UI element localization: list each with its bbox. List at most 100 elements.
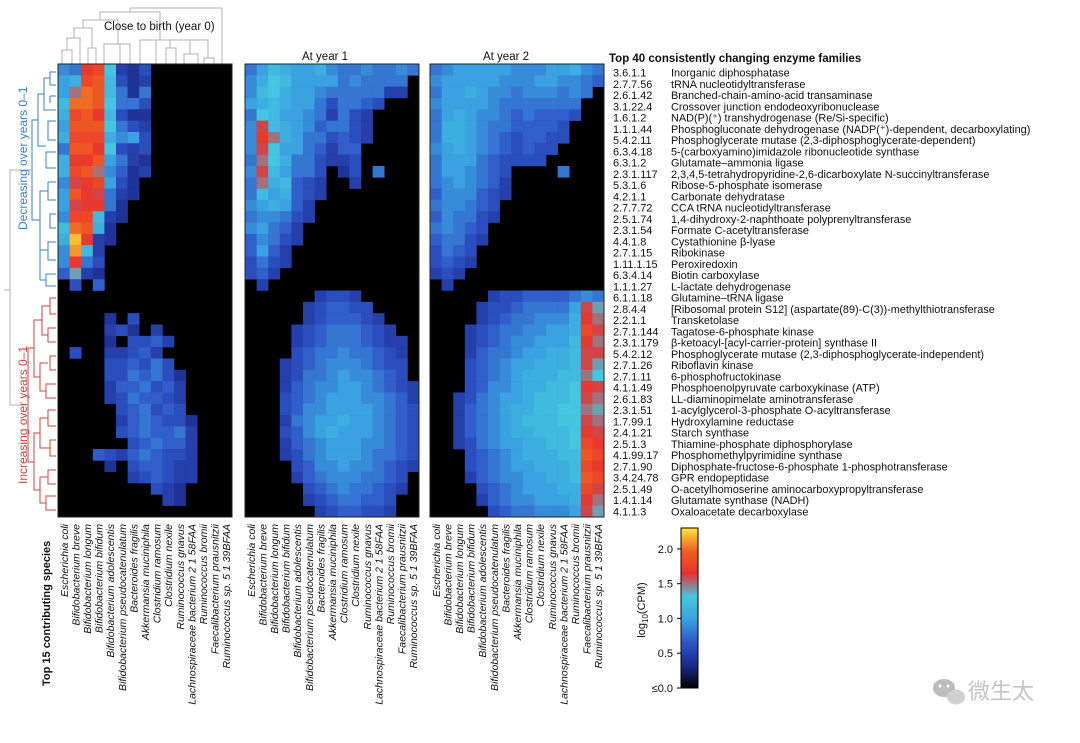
colorbar-tick-label: 2.0 [658, 544, 673, 556]
heatmap-cell [291, 392, 304, 405]
heatmap-cell [291, 222, 304, 235]
heatmap-cell [511, 403, 524, 416]
heatmap-cell [92, 131, 105, 144]
species-labels: Escherichia coli Bifidobacterium breve Bif… [59, 523, 605, 704]
heatmap-cell [557, 301, 570, 314]
heatmap-cell [546, 335, 558, 348]
heatmap-cell [522, 426, 535, 439]
colorbar-tick-label: 1.0 [658, 613, 673, 625]
heatmap-cell [372, 449, 385, 461]
heatmap-cell [337, 460, 350, 473]
heatmap-cell [116, 154, 128, 167]
heatmap-cell [58, 143, 70, 155]
heatmap-cell [464, 415, 477, 427]
heatmap-cell [361, 460, 373, 473]
heatmap-cell [499, 324, 512, 337]
heatmap-cell [511, 120, 524, 133]
panel-title-year2: At year 2 [483, 51, 529, 63]
heatmap-cell [81, 97, 94, 110]
species-label: Bifidobacterium adolescentis [105, 523, 117, 657]
heatmap-cell [314, 358, 327, 371]
heatmap-cell [69, 347, 82, 359]
heatmap-cell [488, 483, 500, 495]
heatmap-cell [499, 392, 512, 405]
heatmap-cell [314, 75, 327, 87]
species-label: Bacteroides fragilis [128, 523, 140, 612]
heatmap-cell [430, 165, 442, 178]
species-label: Bifidobacterium adolescentis [477, 523, 489, 657]
heatmap-cell [116, 347, 128, 359]
heatmap-cell [464, 165, 477, 178]
heatmap-cell [372, 324, 385, 337]
heatmap-cell [453, 120, 466, 133]
heatmap-cell [546, 290, 558, 303]
enzyme-code: 2.7.1.26 [613, 360, 652, 372]
heatmap-cell [511, 313, 524, 325]
heatmap-cell [395, 75, 408, 87]
heatmap-cell [384, 392, 397, 405]
heatmap-cell [580, 324, 593, 337]
heatmap-cell [499, 64, 512, 76]
heatmap-cell [372, 403, 385, 416]
heatmap-cell [256, 211, 269, 223]
heatmap-cell [314, 426, 327, 439]
heatmap-cell [511, 505, 524, 518]
heatmap-cell [116, 188, 128, 201]
heatmap-cell [464, 131, 477, 144]
heatmap-cell [522, 505, 535, 518]
enzyme-name: Glutamine–tRNA ligase [671, 293, 784, 305]
enzyme-name: Ribokinase [671, 248, 725, 260]
heatmap-cell [69, 120, 82, 133]
heatmap-cell [511, 471, 524, 484]
heatmap-cell [569, 460, 582, 473]
heatmap-cell [361, 86, 373, 99]
species-label: Ruminococcus sp. 5 1 39BFAA [408, 524, 420, 669]
heatmap-cell [139, 75, 152, 87]
species-label: Escherichia coli [59, 523, 71, 597]
heatmap-cell [291, 381, 304, 393]
heatmap-cell [139, 358, 152, 371]
heatmap-cell [303, 165, 315, 178]
heatmap-cell [337, 313, 350, 325]
heatmap-cell [534, 449, 547, 461]
enzyme-code: 2.3.1.54 [613, 225, 652, 237]
heatmap-cell [546, 505, 558, 518]
heatmap-cell [303, 324, 315, 337]
enzyme-name: Starch synthase [671, 428, 749, 440]
heatmap-cell [361, 109, 373, 121]
heatmap-cell [81, 86, 94, 99]
species-label: Ruminococcus bromii [570, 523, 582, 624]
heatmap-cell [245, 199, 257, 212]
enzyme-name: Thiamine-phosphate diphosphorylase [671, 439, 853, 451]
heatmap-cell [522, 483, 535, 495]
heatmap-cell [511, 494, 524, 506]
heatmap-cell [279, 222, 292, 235]
heatmap-cell [546, 381, 558, 393]
heatmap-cell [511, 75, 524, 87]
heatmap-cell [569, 494, 582, 506]
heatmap-cell [162, 335, 175, 348]
species-label: Bifidobacterium bifidum [94, 524, 106, 633]
watermark: 微生太 [933, 679, 1034, 705]
heatmap-cell [349, 301, 362, 314]
heatmap-cell [174, 369, 186, 382]
heatmap-cell [384, 460, 397, 473]
heatmap-cell [81, 233, 94, 246]
heatmap-cell [104, 392, 117, 405]
enzyme-name: Diphosphate-fructose-6-phosphate 1-phosp… [671, 461, 948, 473]
heatmap-cell [384, 335, 397, 348]
heatmap-cell [279, 426, 292, 439]
heatmap-cell [256, 75, 269, 87]
heatmap-cell [303, 188, 315, 201]
heatmap-cell [81, 109, 94, 121]
heatmap-cell [279, 392, 292, 405]
enzyme-code: 1.4.1.14 [613, 495, 652, 507]
heatmap-cell [337, 165, 350, 178]
heatmap-cell [279, 165, 292, 178]
enzyme-code: 2.7.1.90 [613, 461, 652, 473]
heatmap-cell [326, 64, 339, 76]
heatmap-cell [174, 494, 186, 506]
enzyme-code: 2.5.1.49 [613, 484, 652, 496]
heatmap-cell [104, 109, 117, 121]
